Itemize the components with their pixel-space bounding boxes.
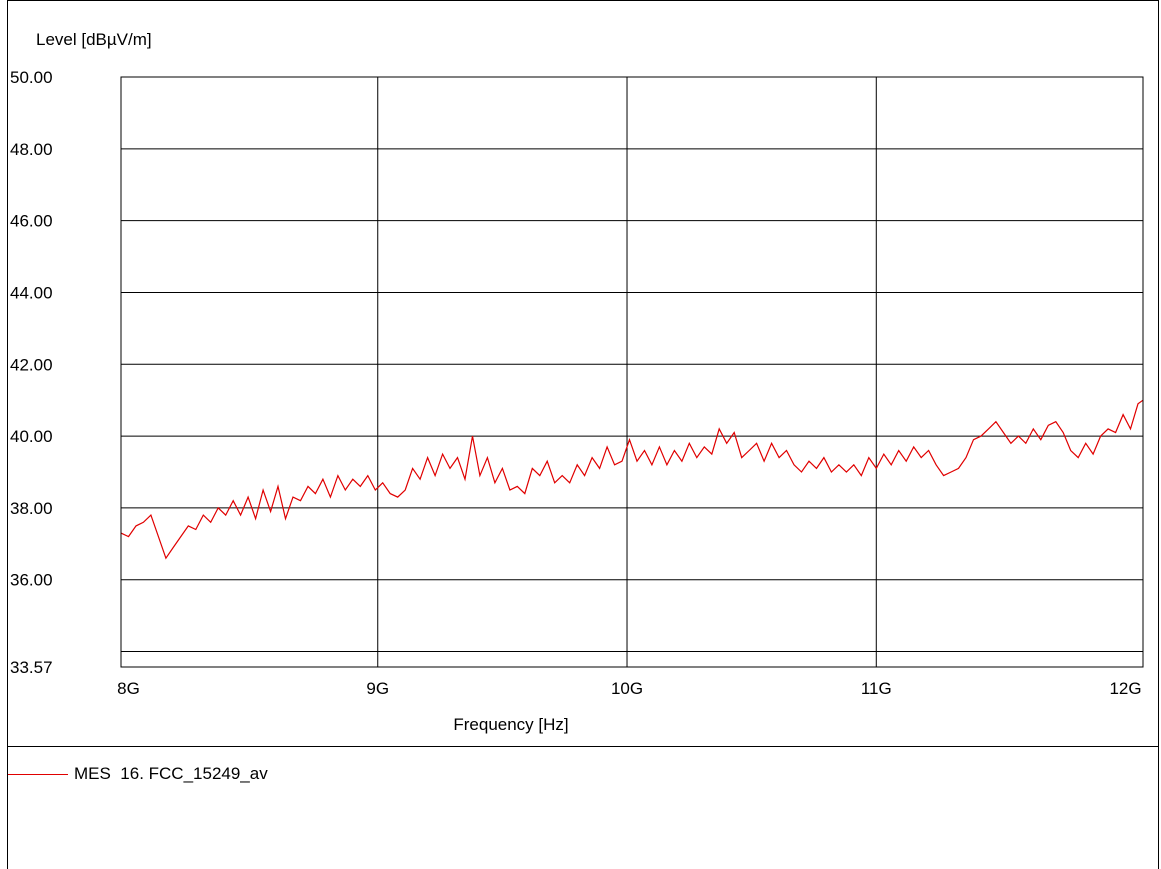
chart-frame xyxy=(7,0,1159,869)
y-axis-label: Level [dBµV/m] xyxy=(36,30,152,49)
y-tick-label: 40.00 xyxy=(10,427,53,446)
legend-swatch xyxy=(8,773,68,775)
y-tick-label: 42.00 xyxy=(10,355,53,374)
series-line xyxy=(120,399,1144,560)
legend-label: MES 16. FCC_15249_av xyxy=(74,764,268,783)
y-tick-label: 48.00 xyxy=(10,140,53,159)
x-tick-label: 11G xyxy=(861,679,892,698)
x-tick-label: 10G xyxy=(611,679,643,698)
line-chart: Level [dBµV/m] 50.00 48.00 46.00 44.00 42.00… xyxy=(10,30,1144,734)
legend-divider xyxy=(7,746,1159,747)
plot-area xyxy=(120,76,1144,668)
x-tick-label: 9G xyxy=(366,679,389,698)
x-tick-label: 12G xyxy=(1109,679,1141,698)
y-tick-label: 46.00 xyxy=(10,212,53,231)
y-tick-label: 50.00 xyxy=(10,68,53,87)
x-tick-label: 8G xyxy=(117,679,140,698)
y-tick-label: 33.57 xyxy=(10,658,53,677)
y-tick-label: 38.00 xyxy=(10,499,53,518)
grid xyxy=(121,77,1143,667)
legend: MES 16. FCC_15249_av xyxy=(8,763,268,785)
y-axis-ticks: 50.00 48.00 46.00 44.00 42.00 40.00 38.00 36.00… xyxy=(10,68,53,677)
y-tick-label: 44.00 xyxy=(10,283,53,302)
x-axis-ticks: 8G 9G 10G 11G 12G xyxy=(117,679,1141,698)
x-axis-label: Frequency [Hz] xyxy=(453,715,568,734)
y-tick-label: 36.00 xyxy=(10,571,53,590)
